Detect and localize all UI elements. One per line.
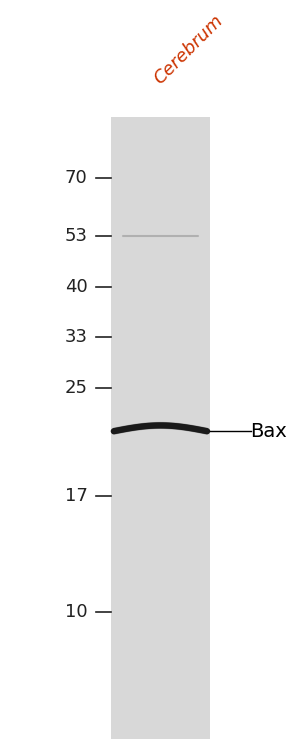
- Text: 70: 70: [65, 169, 88, 187]
- FancyBboxPatch shape: [111, 117, 210, 739]
- Text: Bax: Bax: [250, 422, 287, 441]
- Text: Cerebrum: Cerebrum: [151, 11, 227, 88]
- Text: 17: 17: [65, 487, 88, 505]
- Text: 40: 40: [65, 278, 88, 296]
- Text: 10: 10: [65, 603, 88, 621]
- Text: 33: 33: [65, 328, 88, 346]
- Text: 53: 53: [65, 227, 88, 245]
- Text: 25: 25: [65, 379, 88, 397]
